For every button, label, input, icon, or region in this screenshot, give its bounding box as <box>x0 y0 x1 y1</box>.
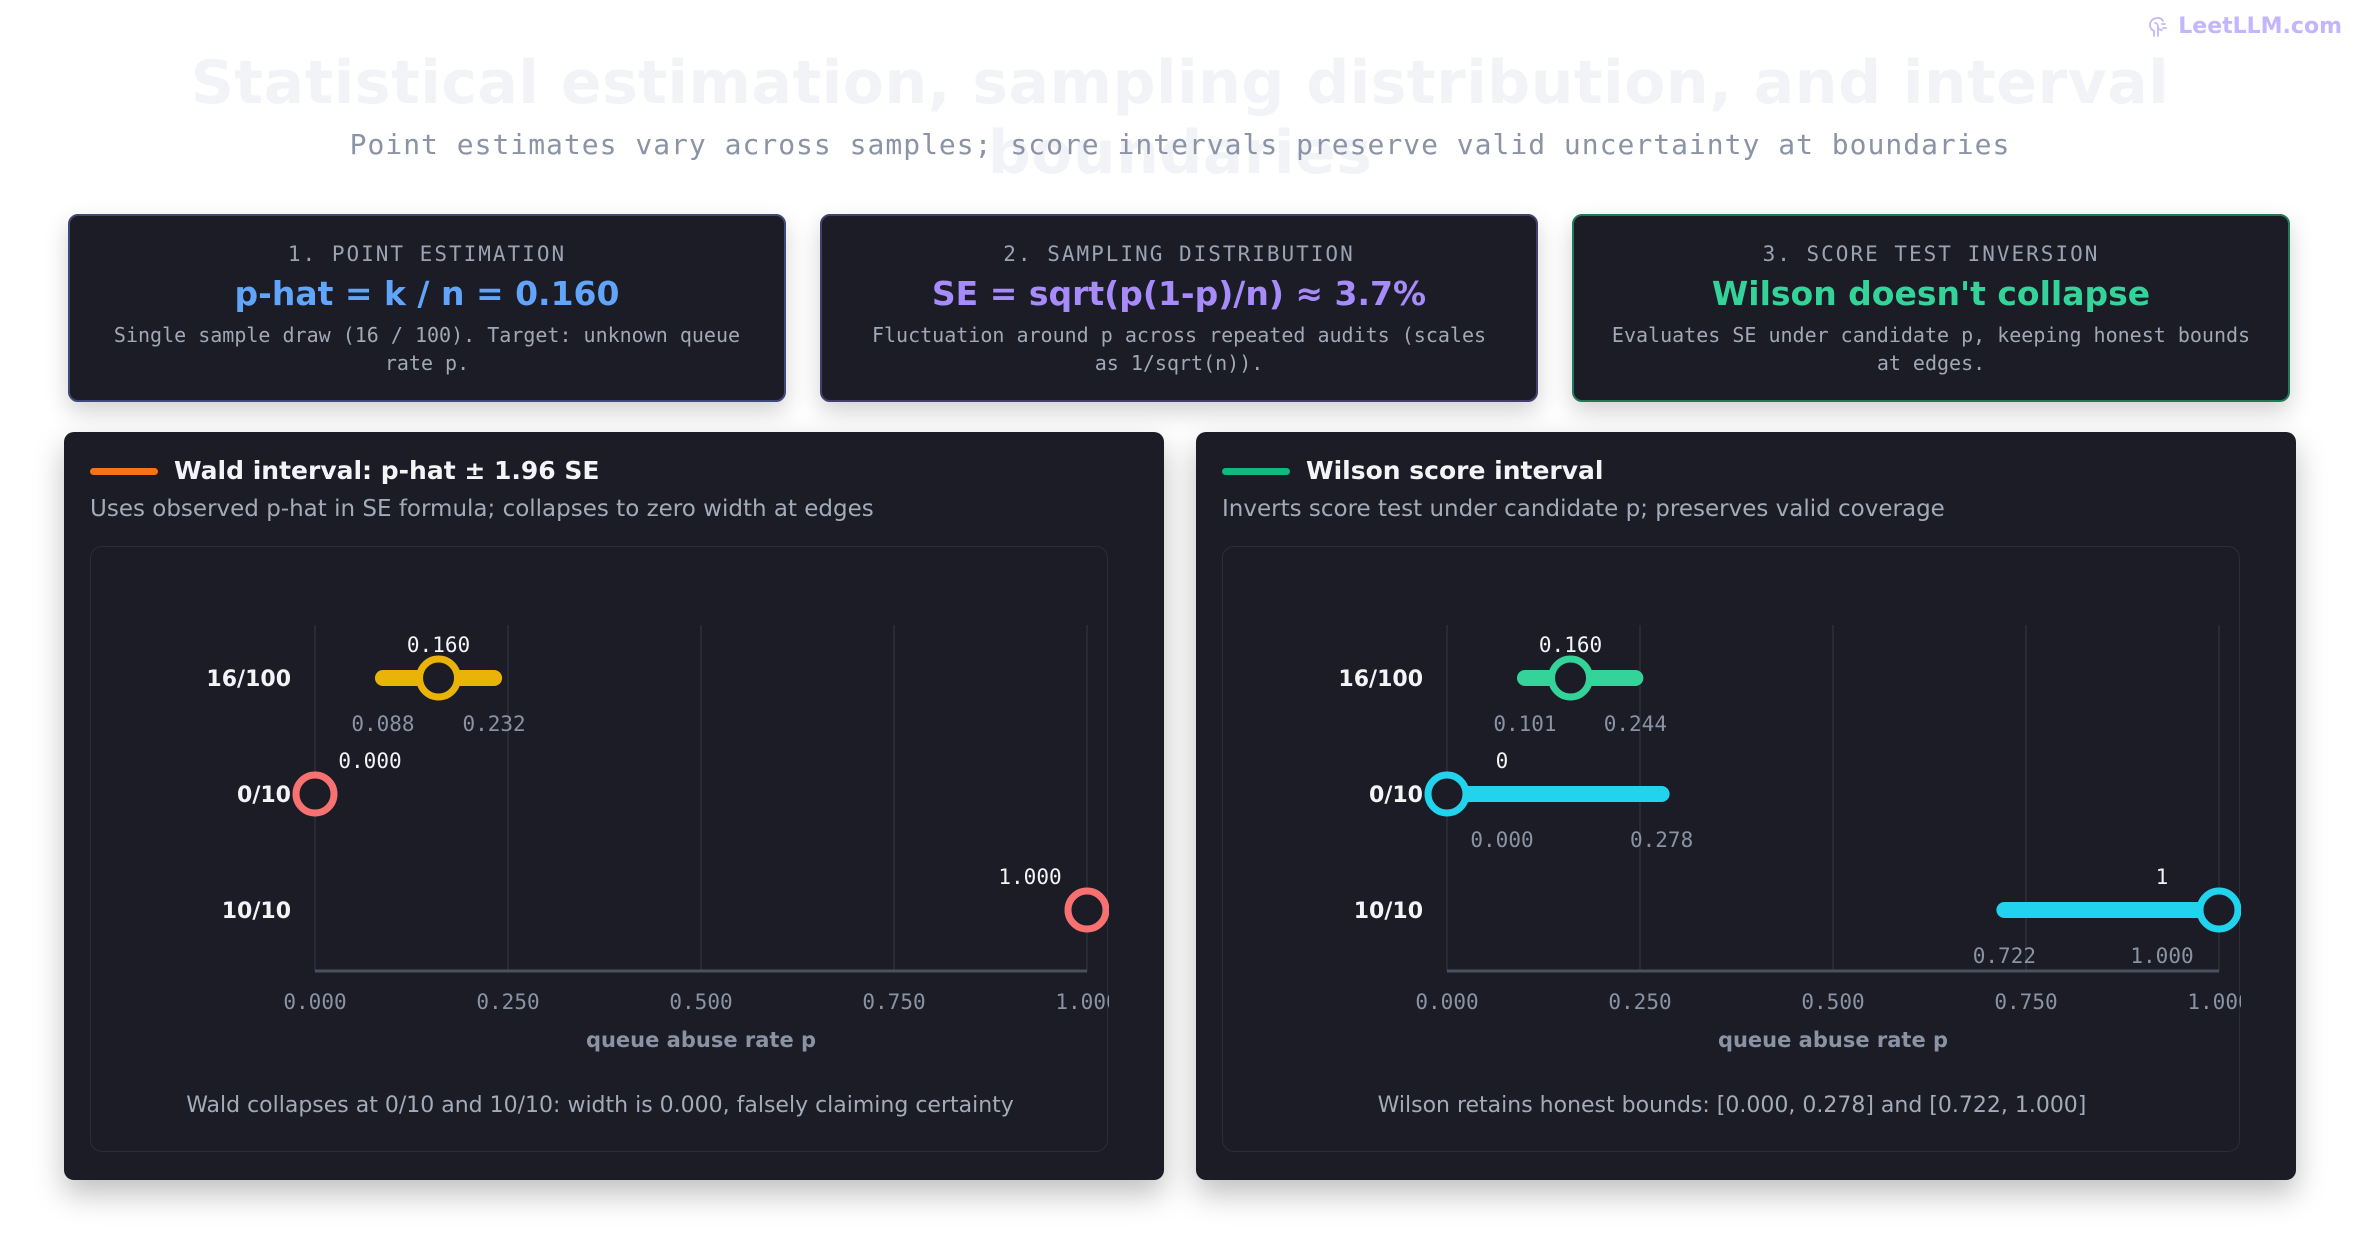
page-subtitle: Point estimates vary across samples; sco… <box>349 128 2011 161</box>
x-tick-label: 1.000 <box>2187 990 2241 1014</box>
estimate-marker <box>2196 887 2241 933</box>
card-point-estimation: 1. POINT ESTIMATION p-hat = k / n = 0.16… <box>68 214 786 402</box>
wald-panel-description: Uses observed p-hat in SE formula; colla… <box>90 496 874 522</box>
wald-panel: Wald interval: p-hat ± 1.96 SE Uses obse… <box>64 432 1164 1180</box>
upper-bound-label: 1.000 <box>2130 944 2193 968</box>
estimate-label: 1 <box>2156 865 2169 889</box>
card-headline: SE = sqrt(p(1-p)/n) ≈ 3.7% <box>931 274 1427 313</box>
card-step: 1. POINT ESTIMATION <box>287 242 567 266</box>
wald-legend-line <box>90 468 158 475</box>
upper-bound-label: 0.244 <box>1604 712 1667 736</box>
x-tick-label: 0.500 <box>1801 990 1864 1014</box>
row-label: 0/10 <box>237 783 291 808</box>
estimate-label: 0 <box>1496 749 1509 773</box>
wilson-interval-chart: 0.000 0.250 0.500 0.750 1.000 queue abuse rat… <box>1338 625 2241 1052</box>
estimate-label: 0.160 <box>407 633 470 657</box>
lower-bound-label: 0.088 <box>351 712 414 736</box>
row-label: 10/10 <box>222 899 291 924</box>
x-tick-label: 1.000 <box>1055 990 1109 1014</box>
row-label: 10/10 <box>1354 899 1423 924</box>
x-tick-label: 0.000 <box>283 990 346 1014</box>
card-description: Evaluates SE under candidate p, keeping … <box>1611 323 2251 375</box>
lower-bound-label: 0.000 <box>1470 828 1533 852</box>
card-description: Single sample draw (16 / 100). Target: u… <box>113 323 741 375</box>
lower-bound-label: 0.101 <box>1493 712 1556 736</box>
wilson-chart-area: 0.000 0.250 0.500 0.750 1.000 queue abuse rat… <box>1222 546 2241 1152</box>
upper-bound-label: 0.278 <box>1630 828 1693 852</box>
estimate-label: 0.160 <box>1539 633 1602 657</box>
wilson-caption: Wilson retains honest bounds: [0.000, 0.… <box>1377 1093 2087 1118</box>
x-tick-label: 0.750 <box>1994 990 2057 1014</box>
card-step: 2. SAMPLING DISTRIBUTION <box>1003 242 1355 266</box>
estimate-marker <box>1548 655 1594 701</box>
card-step: 3. SCORE TEST INVERSION <box>1762 242 2100 266</box>
lower-bound-label: 0.722 <box>1973 944 2036 968</box>
brain-logo-icon <box>2149 16 2168 37</box>
estimate-marker <box>1064 887 1109 933</box>
x-tick-label: 0.250 <box>476 990 539 1014</box>
row-label: 16/100 <box>206 667 291 692</box>
wilson-panel-title: Wilson score interval <box>1306 456 1604 485</box>
estimate-marker <box>1424 771 1470 817</box>
row-label: 16/100 <box>1338 667 1423 692</box>
watermark-text: LeetLLM.com <box>2178 14 2342 39</box>
wald-chart-area: 0.000 0.250 0.500 0.750 1.000 queue abuse rat… <box>90 546 1109 1152</box>
wilson-panel: Wilson score interval Inverts score test… <box>1196 432 2296 1180</box>
wilson-legend-line <box>1222 468 1290 475</box>
row-label: 0/10 <box>1369 783 1423 808</box>
x-tick-label: 0.250 <box>1608 990 1671 1014</box>
estimate-marker <box>292 771 338 817</box>
estimate-label: 1.000 <box>998 865 1061 889</box>
card-description: Fluctuation around p across repeated aud… <box>871 323 1487 375</box>
estimate-label: 0.000 <box>338 749 401 773</box>
wald-interval-chart: 0.000 0.250 0.500 0.750 1.000 queue abuse rat… <box>206 625 1109 1052</box>
card-headline: Wilson doesn't collapse <box>1711 274 2151 313</box>
card-sampling-distribution: 2. SAMPLING DISTRIBUTION SE = sqrt(p(1-p… <box>820 214 1538 402</box>
wald-panel-title: Wald interval: p-hat ± 1.96 SE <box>174 456 600 485</box>
x-tick-label: 0.750 <box>862 990 925 1014</box>
page-title: Statistical estimation, sampling distrib… <box>190 48 2170 188</box>
x-axis-label: queue abuse rate p <box>586 1028 816 1052</box>
card-headline: p-hat = k / n = 0.160 <box>234 274 620 313</box>
wald-caption: Wald collapses at 0/10 and 10/10: width … <box>186 1093 1014 1118</box>
x-tick-label: 0.000 <box>1415 990 1478 1014</box>
card-score-test-inversion: 3. SCORE TEST INVERSION Wilson doesn't c… <box>1572 214 2290 402</box>
x-axis-label: queue abuse rate p <box>1718 1028 1948 1052</box>
upper-bound-label: 0.232 <box>462 712 525 736</box>
x-tick-label: 0.500 <box>669 990 732 1014</box>
wilson-panel-description: Inverts score test under candidate p; pr… <box>1222 496 1945 522</box>
watermark: LeetLLM.com <box>2146 14 2342 39</box>
estimate-marker <box>416 655 462 701</box>
